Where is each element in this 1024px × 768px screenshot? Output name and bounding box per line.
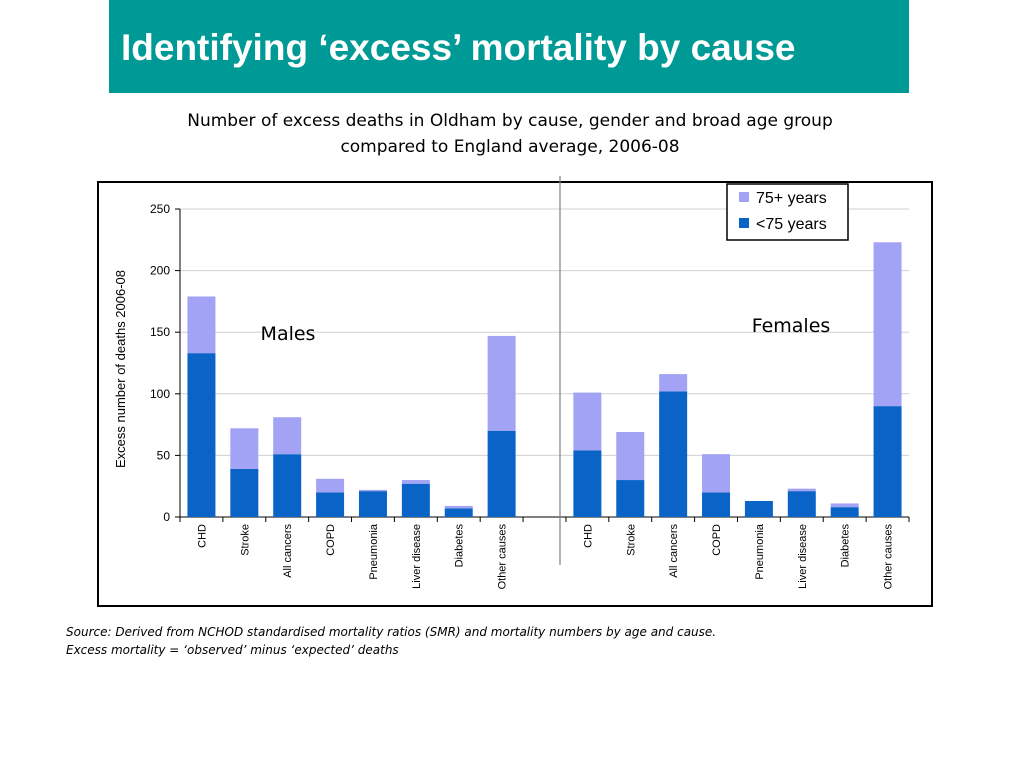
legend-swatch <box>739 218 749 228</box>
bar-over75-females <box>659 374 688 392</box>
legend-label: 75+ years <box>756 190 827 207</box>
bar-over75-females <box>573 392 602 451</box>
bar-over75-males <box>358 489 387 492</box>
bar-under75-females <box>744 500 773 517</box>
x-tick-label: Liver disease <box>411 524 423 589</box>
x-tick-label: Other causes <box>883 524 895 590</box>
x-tick-label: CHD <box>582 524 594 548</box>
bar-under75-males <box>487 430 516 517</box>
chart-frame <box>97 181 933 607</box>
bar-over75-males <box>273 417 302 455</box>
x-tick-label: Liver disease <box>797 524 809 589</box>
chart-subtitle: Number of excess deaths in Oldham by cau… <box>130 108 890 160</box>
bar-over75-females <box>616 431 645 481</box>
bar-under75-females <box>573 450 602 517</box>
x-tick-label: Pneumonia <box>368 523 380 580</box>
bar-over75-females <box>702 454 731 493</box>
y-tick-label: 50 <box>157 448 171 462</box>
bar-under75-males <box>358 491 387 517</box>
y-tick-label: 150 <box>150 325 170 339</box>
slide-title: Identifying ‘excess’ mortality by cause <box>121 27 796 68</box>
y-tick-label: 250 <box>150 202 170 216</box>
bar-under75-males <box>230 468 259 517</box>
bar-under75-females <box>659 391 688 517</box>
bar-under75-females <box>787 491 816 517</box>
x-tick-label: COPD <box>711 524 723 556</box>
subtitle-line-1: Number of excess deaths in Oldham by cau… <box>187 111 833 131</box>
x-tick-label: Diabetes <box>840 524 852 568</box>
bar-over75-males <box>316 478 345 493</box>
bar-over75-males <box>444 505 473 509</box>
y-tick-label: 0 <box>163 510 170 524</box>
bar-under75-males <box>401 483 430 517</box>
title-bar: Identifying ‘excess’ mortality by cause <box>109 0 909 93</box>
bar-under75-females <box>873 406 902 517</box>
bar-under75-males <box>273 454 302 517</box>
bar-over75-males <box>187 296 216 354</box>
subtitle-line-2: compared to England average, 2006-08 <box>340 137 680 157</box>
y-axis-label: Excess number of deaths 2006-08 <box>113 270 128 468</box>
x-tick-label: COPD <box>325 524 337 556</box>
bar-over75-females <box>830 503 859 508</box>
x-tick-label: Stroke <box>239 524 251 556</box>
legend-swatch <box>739 192 749 202</box>
bar-over75-males <box>230 428 259 469</box>
bar-under75-females <box>616 480 645 517</box>
source-line-1: Source: Derived from NCHOD standardised … <box>66 625 717 639</box>
bar-under75-males <box>444 508 473 517</box>
x-tick-label: Diabetes <box>454 524 466 568</box>
source-note: Source: Derived from NCHOD standardised … <box>66 623 716 659</box>
bar-under75-females <box>830 507 859 517</box>
x-tick-label: Pneumonia <box>754 523 766 580</box>
bar-over75-males <box>487 335 516 431</box>
group-label-females: Females <box>752 315 831 337</box>
bar-under75-males <box>316 492 345 517</box>
bar-under75-males <box>187 353 216 517</box>
x-tick-label: All cancers <box>282 524 294 578</box>
x-tick-label: Other causes <box>497 524 509 590</box>
bar-over75-females <box>873 242 902 407</box>
x-tick-label: Stroke <box>625 524 637 556</box>
bar-under75-females <box>702 492 731 517</box>
x-tick-label: All cancers <box>668 524 680 578</box>
bar-over75-males <box>401 480 430 484</box>
source-line-2: Excess mortality = ‘observed’ minus ‘exp… <box>66 643 399 657</box>
bar-over75-females <box>787 488 816 492</box>
y-tick-label: 100 <box>150 387 170 401</box>
x-tick-label: CHD <box>196 524 208 548</box>
legend-label: <75 years <box>756 216 827 233</box>
y-tick-label: 200 <box>150 264 170 278</box>
group-label-males: Males <box>261 323 316 345</box>
